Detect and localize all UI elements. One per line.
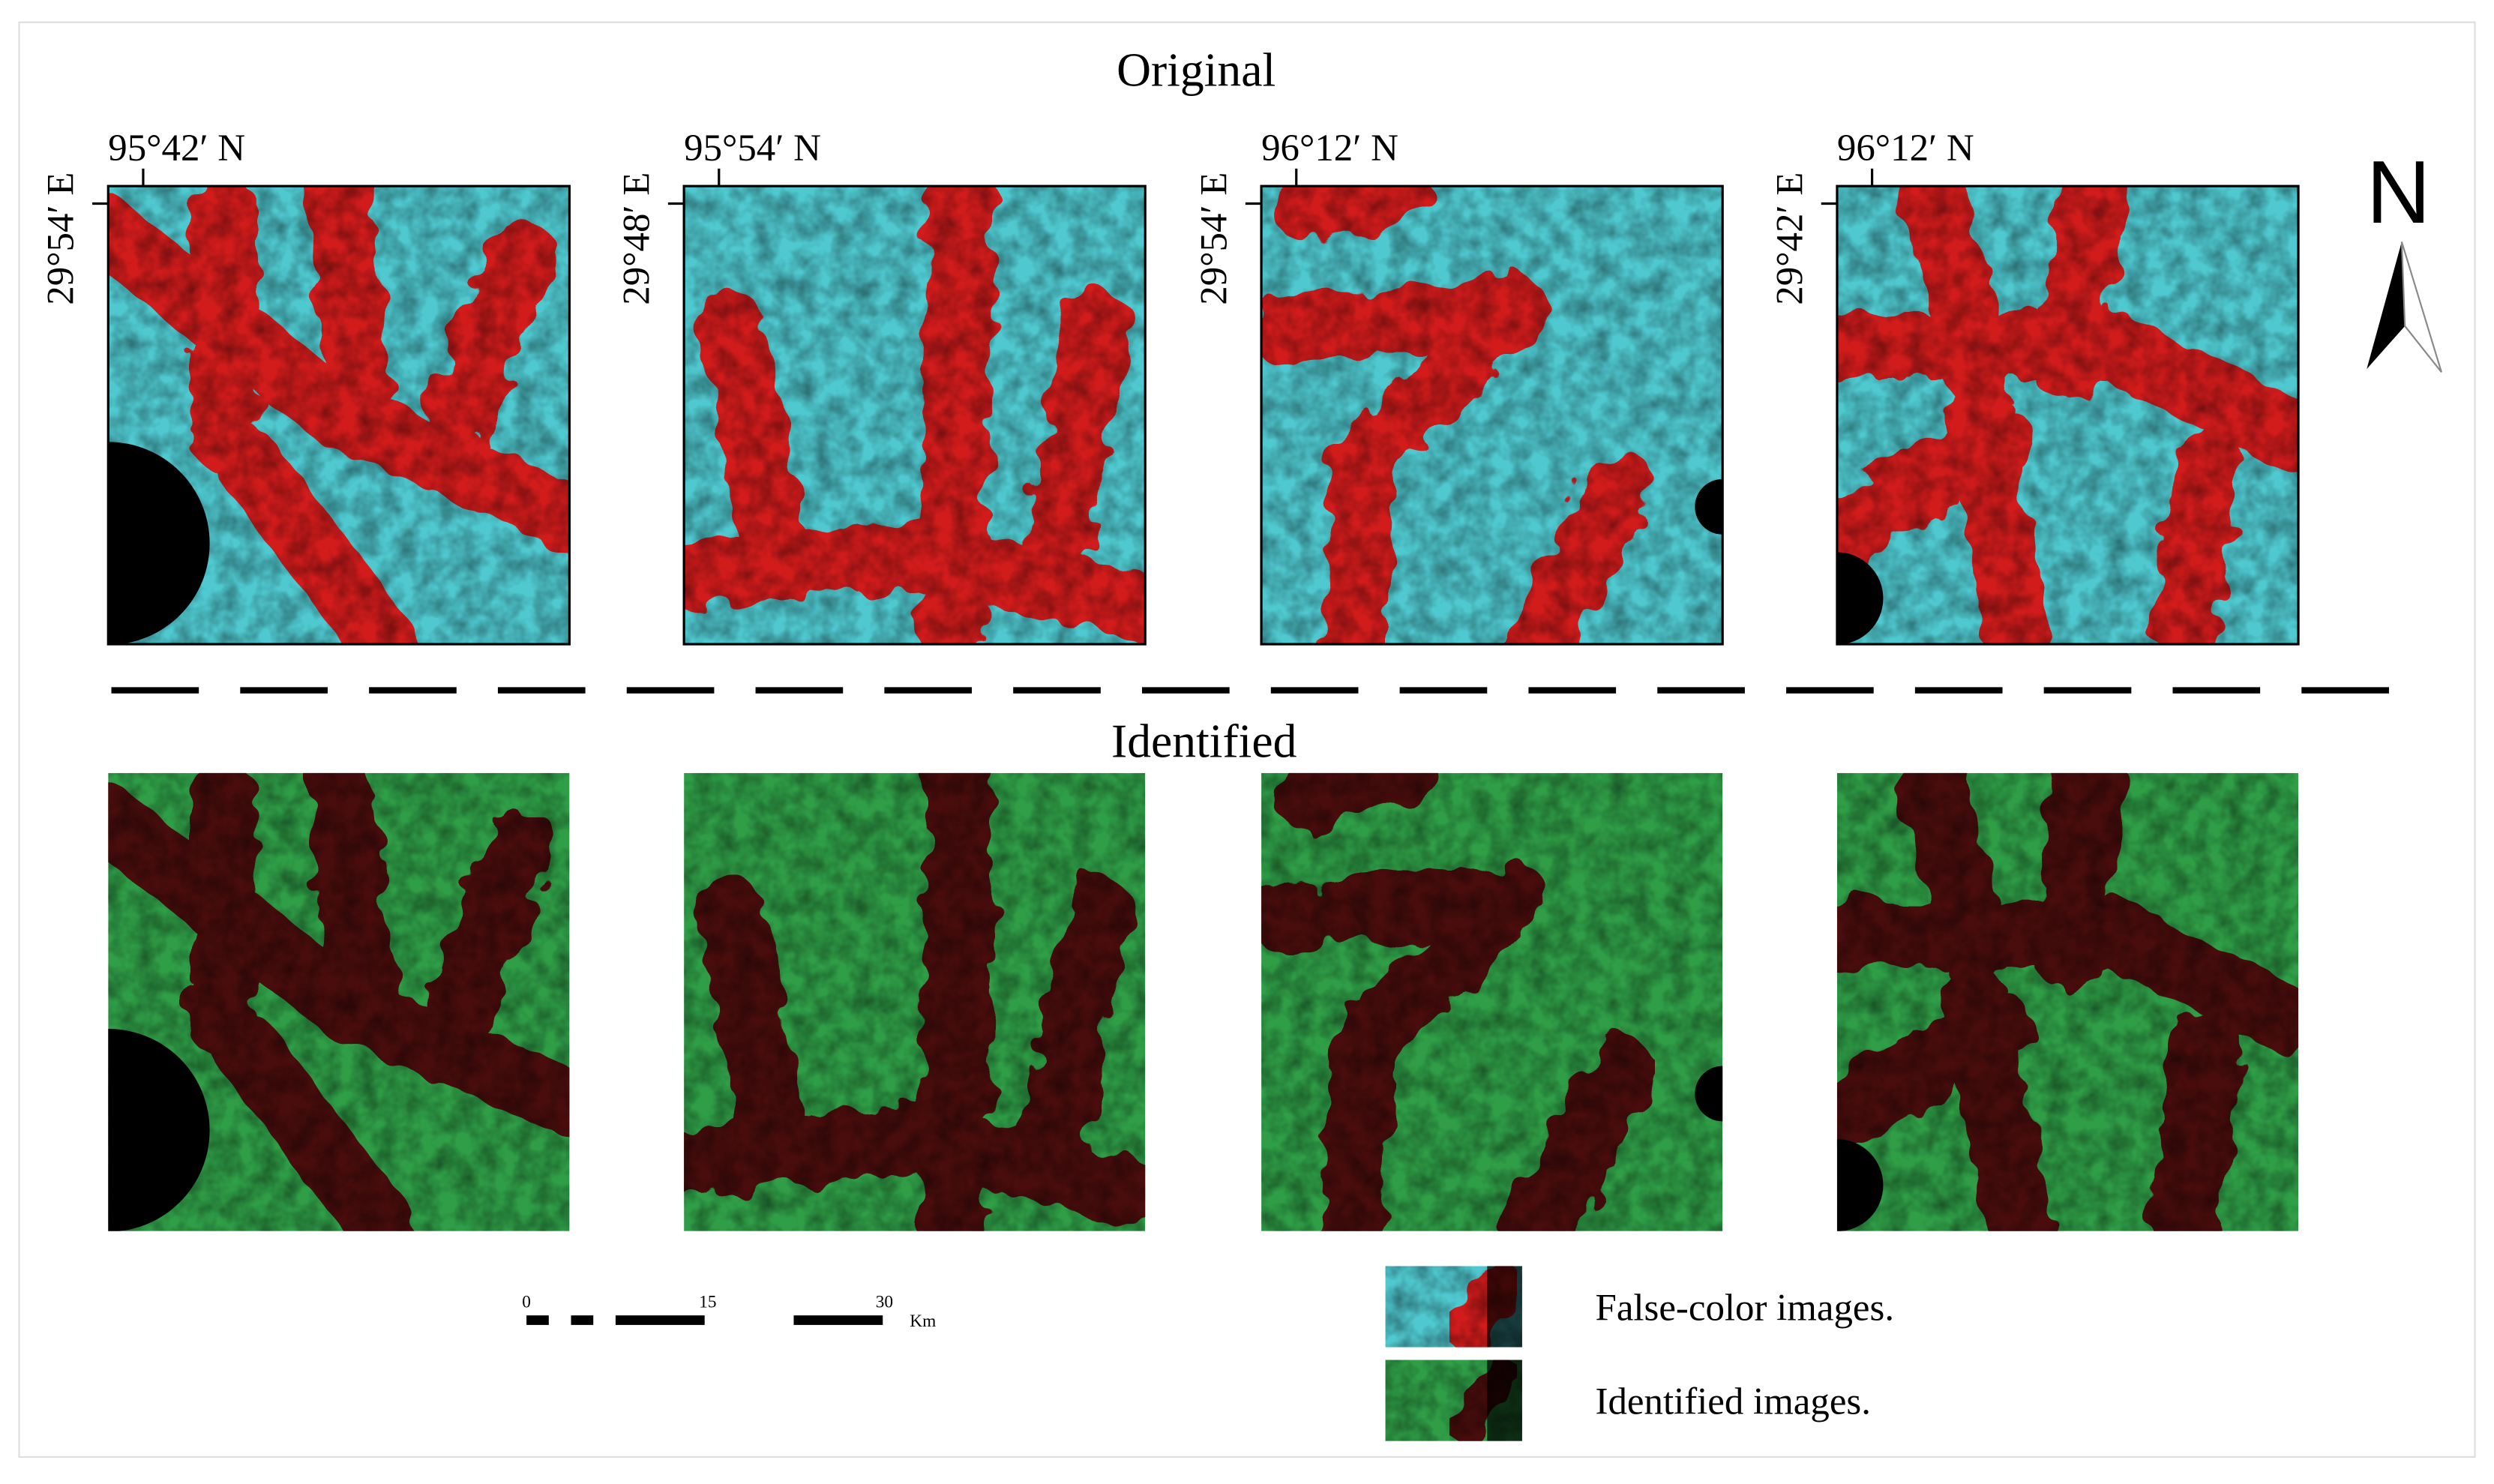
panel-border	[1836, 184, 2300, 646]
latitude-label: 29°42′ E	[1769, 172, 1811, 305]
image-panel	[108, 772, 570, 1231]
image-panel	[684, 772, 1146, 1231]
scale-seg	[526, 1315, 549, 1325]
latitude-label: 29°54′ E	[40, 172, 82, 305]
nodata	[108, 1029, 210, 1231]
scale-seg	[793, 1315, 883, 1325]
longitude-label: 95°54′ N	[684, 127, 821, 169]
image-panel	[1836, 186, 2299, 645]
panel-border	[1260, 184, 1724, 646]
texture	[684, 772, 1146, 1231]
top-title: Original	[1117, 43, 1275, 97]
legend-label: False-color images.	[1596, 1288, 1895, 1330]
scale-label: 0	[522, 1293, 531, 1312]
longitude-label: 96°12′ N	[1837, 127, 1974, 169]
scale-unit: Km	[910, 1312, 936, 1331]
texture	[1385, 1266, 1522, 1348]
image-panel	[1261, 772, 1723, 1231]
scale-bar: 0 15 30 Km	[522, 1293, 936, 1331]
texture	[1261, 772, 1723, 1231]
scale-seg	[571, 1315, 594, 1325]
scale-label: 30	[876, 1293, 893, 1312]
longitude-label: 96°12′ N	[1261, 127, 1398, 169]
latitude-label: 29°48′ E	[616, 172, 658, 305]
north-label: N	[2367, 142, 2431, 242]
nodata	[1836, 1139, 1884, 1231]
legend-label: Identified images.	[1596, 1381, 1871, 1423]
panel-border	[106, 184, 571, 646]
longitude-label: 95°42′ N	[108, 127, 245, 169]
image-panel	[1836, 772, 2299, 1231]
nodata	[108, 442, 210, 645]
north-arrow: N	[2367, 142, 2442, 373]
texture	[1836, 772, 2299, 1231]
panel-border	[682, 184, 1147, 646]
legend-swatch	[1385, 1360, 1522, 1441]
image-panel	[684, 186, 1146, 645]
frame	[18, 21, 2476, 1459]
bottom-title: Identified	[1111, 715, 1297, 768]
texture	[684, 186, 1146, 645]
nodata	[1695, 478, 1723, 535]
scale-label: 15	[699, 1293, 716, 1312]
nodata	[1695, 1066, 1723, 1122]
image-panel	[108, 186, 570, 645]
arrow-light	[2400, 241, 2442, 373]
texture	[1385, 1360, 1522, 1441]
arrow-dark	[2367, 241, 2406, 370]
texture	[1261, 186, 1723, 645]
nodata	[1836, 552, 1884, 645]
latitude-label: 29°54′ E	[1193, 172, 1235, 305]
legend-swatch	[1385, 1266, 1522, 1348]
scale-seg	[615, 1315, 705, 1325]
image-panel	[1261, 186, 1723, 645]
texture	[1836, 186, 2299, 645]
